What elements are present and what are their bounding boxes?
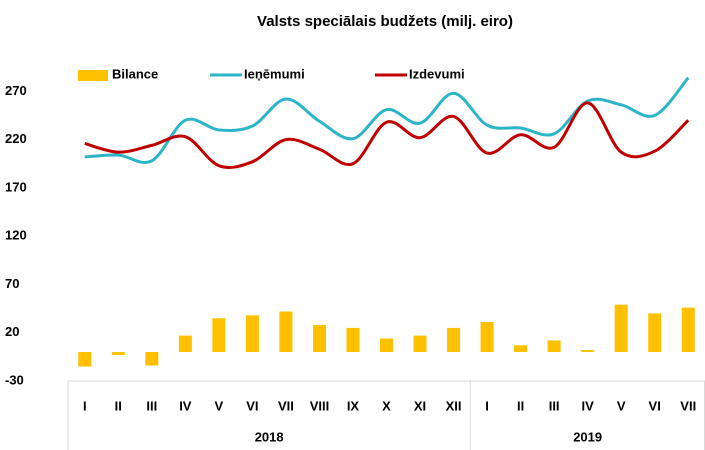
line bbox=[84, 101, 690, 169]
x-tick-label: VII bbox=[278, 398, 294, 413]
x-tick-label: XI bbox=[414, 398, 426, 413]
bar bbox=[212, 318, 226, 353]
legend-swatch bbox=[78, 70, 108, 81]
group-label: 2019 bbox=[573, 429, 602, 444]
bar bbox=[380, 338, 393, 353]
group-label: 2018 bbox=[255, 429, 284, 444]
x-tick-label: V bbox=[215, 398, 224, 413]
bar bbox=[245, 315, 259, 353]
x-tick-label: IX bbox=[347, 398, 360, 413]
bar bbox=[447, 327, 461, 353]
x-tick-label: VI bbox=[246, 398, 258, 413]
bar bbox=[648, 313, 662, 353]
x-tick-label: VII bbox=[680, 398, 696, 413]
x-tick-label: II bbox=[517, 398, 524, 413]
x-tick-label: I bbox=[485, 398, 489, 413]
y-tick-label: 270 bbox=[5, 83, 27, 98]
bar bbox=[111, 352, 125, 355]
x-tick-label: VIII bbox=[310, 398, 330, 413]
chart-title: Valsts speciālais budžets (milj. eiro) bbox=[257, 13, 513, 30]
x-tick-label: VI bbox=[649, 398, 661, 413]
x-tick-label: X bbox=[382, 398, 391, 413]
bar bbox=[514, 345, 528, 353]
bar bbox=[681, 307, 695, 353]
y-tick-label: 170 bbox=[5, 179, 27, 194]
bar bbox=[413, 335, 427, 353]
line bbox=[84, 76, 690, 164]
x-tick-label: XII bbox=[446, 398, 462, 413]
legend-label: Bilance bbox=[112, 66, 158, 81]
x-tick-label: IV bbox=[582, 398, 595, 413]
bar bbox=[178, 335, 192, 353]
x-tick-label: IV bbox=[179, 398, 192, 413]
x-tick-label: III bbox=[549, 398, 560, 413]
y-tick-label: -30 bbox=[5, 372, 24, 387]
legend-label: Izdevumi bbox=[409, 66, 465, 81]
y-tick-label: 20 bbox=[5, 324, 19, 339]
y-tick-label: 70 bbox=[5, 276, 19, 291]
bar bbox=[581, 350, 595, 353]
x-tick-label: III bbox=[146, 398, 157, 413]
bar bbox=[346, 327, 360, 353]
x-tick-label: I bbox=[83, 398, 87, 413]
bar bbox=[145, 352, 159, 366]
x-tick-label: II bbox=[115, 398, 122, 413]
bar bbox=[614, 304, 628, 353]
bar bbox=[279, 311, 293, 353]
bar bbox=[480, 322, 494, 353]
legend-label: Ieņēmumi bbox=[244, 66, 305, 81]
x-tick-label: V bbox=[617, 398, 626, 413]
bar bbox=[547, 340, 561, 353]
bar bbox=[312, 324, 326, 353]
y-tick-label: 120 bbox=[5, 228, 27, 243]
bar bbox=[78, 352, 92, 367]
y-tick-label: 220 bbox=[5, 131, 27, 146]
